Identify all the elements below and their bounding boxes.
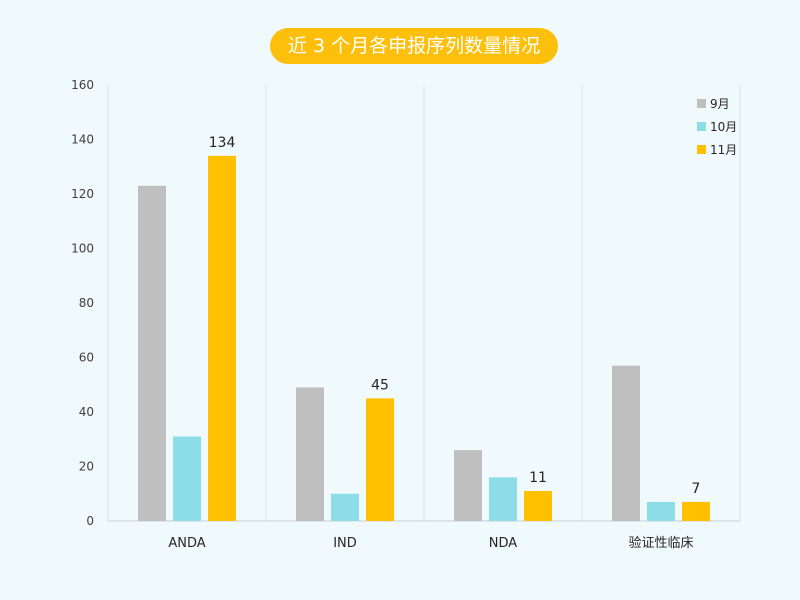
x-tick-label: ANDA xyxy=(168,536,205,551)
data-label: 7 xyxy=(692,481,701,497)
data-label: 11 xyxy=(529,470,547,486)
legend-label: 10月 xyxy=(710,120,737,134)
bar xyxy=(331,493,359,521)
y-tick-label: 160 xyxy=(71,78,94,92)
chart-title: 近 3 个月各申报序列数量情况 xyxy=(270,28,558,64)
y-tick-label: 40 xyxy=(79,405,94,419)
bar xyxy=(454,450,482,521)
legend-label: 11月 xyxy=(710,143,737,157)
bar xyxy=(173,436,201,521)
bar xyxy=(489,477,517,521)
bar xyxy=(524,491,552,521)
y-tick-label: 80 xyxy=(79,296,94,310)
legend-swatch xyxy=(697,99,706,108)
data-label: 45 xyxy=(371,377,389,393)
y-tick-label: 20 xyxy=(79,460,94,474)
y-tick-label: 0 xyxy=(86,514,94,528)
bar xyxy=(366,398,394,521)
bar xyxy=(138,185,166,521)
bar xyxy=(647,501,675,521)
y-tick-label: 120 xyxy=(71,187,94,201)
legend-label: 9月 xyxy=(710,97,730,111)
x-tick-label: 验证性临床 xyxy=(628,535,693,551)
legend-swatch xyxy=(697,122,706,131)
bar xyxy=(208,155,236,521)
bar xyxy=(296,387,324,521)
data-label: 134 xyxy=(209,135,236,151)
bar xyxy=(612,365,640,521)
x-tick-label: IND xyxy=(333,536,357,551)
x-tick-label: NDA xyxy=(489,536,518,551)
y-tick-label: 140 xyxy=(71,133,94,147)
bar xyxy=(682,501,710,521)
legend-swatch xyxy=(697,145,706,154)
y-tick-label: 60 xyxy=(79,351,94,365)
y-tick-label: 100 xyxy=(71,242,94,256)
